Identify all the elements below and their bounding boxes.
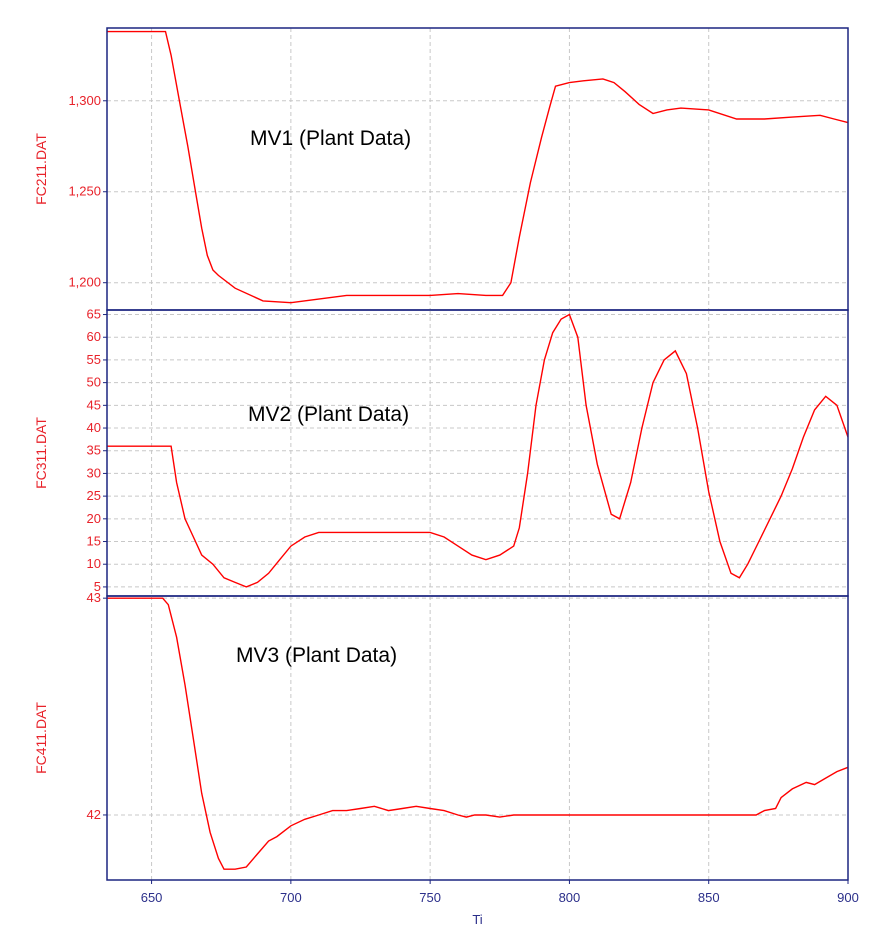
y-tick-label: 65 [87,307,101,322]
series-line-panel-3 [107,597,849,870]
y-tick-label: 42 [87,807,101,822]
panel-frame [106,27,849,311]
y-tick-label: 15 [87,534,101,549]
panel-annotation: MV3 (Plant Data) [236,644,397,667]
panel-3: 42 43 FC411.DAT MV3 (Plant Data) 650 700 750 80… [33,590,859,925]
x-tick-label: 850 [698,890,720,905]
y-tick-label: 1,250 [68,184,101,199]
panel-annotation: MV1 (Plant Data) [250,127,411,150]
x-tick-label: 750 [419,890,441,905]
series-line-panel-1 [107,30,849,304]
panel-frame [106,309,849,597]
y-tick-label: 1,300 [68,93,101,108]
panel-annotation: MV2 (Plant Data) [248,403,409,426]
x-tick-label: 700 [280,890,302,905]
y-tick-label: 1,200 [68,275,101,290]
y-axis-label: FC411.DAT [33,702,49,774]
y-tick-label: 40 [87,420,101,435]
panel-frame [106,595,849,881]
y-tick-label: 25 [87,488,101,503]
y-tick-label: 35 [87,443,101,458]
y-axis-label: FC311.DAT [33,417,49,489]
y-tick-label: 20 [87,511,101,526]
x-tick-label: 900 [837,890,859,905]
y-tick-label: 45 [87,397,101,412]
x-tick-label: 800 [559,890,581,905]
y-tick-label: 55 [87,352,101,367]
panel-2: 5 10 15 20 25 30 35 40 45 50 55 60 65 FC311.DAT MV2 (P… [33,307,849,597]
series-line-panel-2 [107,313,849,588]
y-tick-label: 10 [87,556,101,571]
y-tick-label: 5 [94,579,101,594]
y-tick-label: 50 [87,375,101,390]
y-axis-label: FC211.DAT [33,133,49,205]
x-tick-label: 650 [141,890,163,905]
x-axis-label: Ti [472,912,482,925]
y-tick-label: 60 [87,329,101,344]
y-tick-label: 43 [87,590,101,605]
panel-1: 1,200 1,250 1,300 FC211.DAT MV1 (Plant Data) [33,27,849,311]
y-tick-label: 30 [87,465,101,480]
